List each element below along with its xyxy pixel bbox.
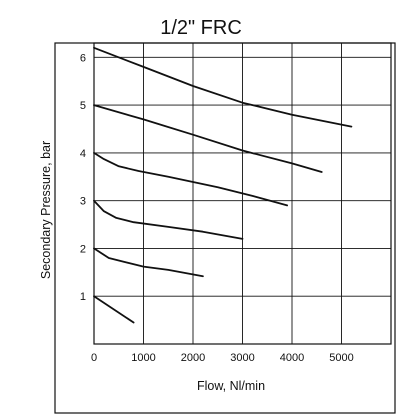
chart-title: 1/2" FRC (160, 17, 242, 39)
y-axis-label: Secondary Pressure, bar (39, 141, 53, 279)
x-tick-label-5: 4000 (280, 352, 304, 364)
series-line-6 (93, 46, 353, 128)
x-tick-label-4: 3000 (230, 352, 254, 364)
series-line-5 (93, 104, 323, 173)
series-line-1 (93, 295, 135, 324)
plot-area (93, 42, 392, 345)
series-line-2 (93, 247, 204, 278)
y-tick-label-1: 1 (80, 291, 86, 303)
y-tick-label-4: 4 (80, 148, 86, 160)
x-tick-label-6: 5000 (329, 352, 353, 364)
x-tick-label-3: 2000 (181, 352, 205, 364)
series-line-4 (93, 151, 289, 207)
grid-lines (94, 43, 391, 344)
y-tick-labels: 1 2 3 4 5 6 (80, 52, 86, 303)
x-tick-label-1: 0 (91, 352, 97, 364)
x-tick-label-2: 1000 (131, 352, 155, 364)
x-tick-labels: 0 1000 2000 3000 4000 5000 (91, 352, 354, 364)
plot-border (93, 42, 392, 345)
y-tick-label-2: 2 (80, 243, 86, 255)
x-axis-label: Flow, Nl/min (197, 379, 265, 393)
y-tick-label-3: 3 (80, 196, 86, 208)
y-tick-label-6: 6 (80, 52, 86, 64)
y-tick-label-5: 5 (80, 100, 86, 112)
series-layer (93, 46, 353, 324)
series-line-3 (93, 199, 244, 240)
